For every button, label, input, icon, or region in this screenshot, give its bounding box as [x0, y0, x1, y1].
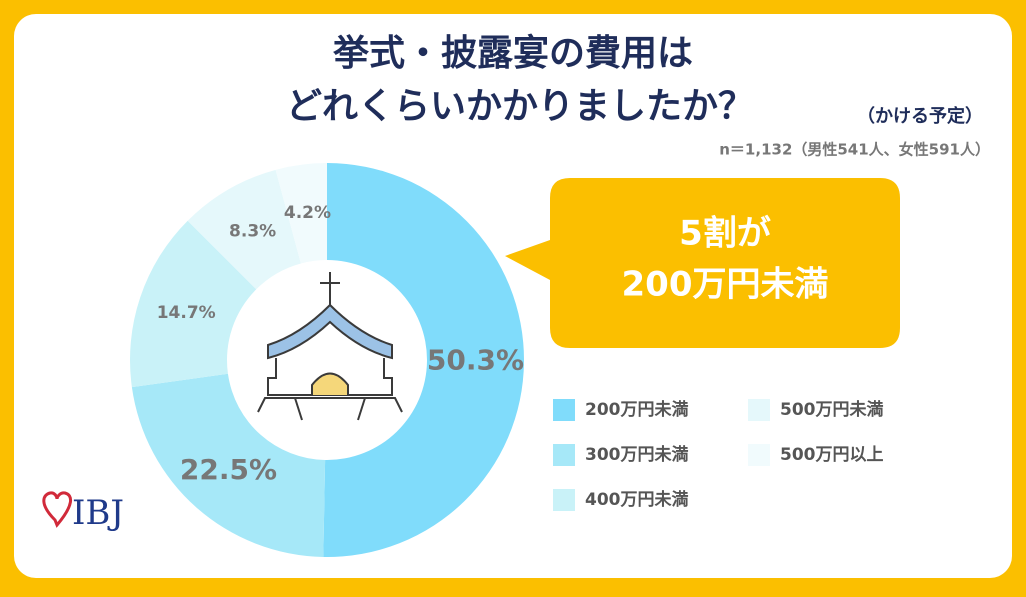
value-label: 50.3%: [427, 343, 524, 376]
title-line: 挙式・披露宴の費用は: [332, 32, 693, 74]
callout: 5割が 200万円未満: [505, 178, 900, 348]
legend-label: 300万円未満: [585, 444, 689, 465]
legend-label: 200万円未満: [585, 399, 689, 420]
title-line: どれくらいかかりましたか？: [286, 86, 754, 127]
value-label: 22.5%: [180, 453, 277, 486]
title-note: （かける予定）: [857, 105, 983, 127]
legend-label: 500万円以上: [780, 445, 884, 465]
value-label: 8.3%: [229, 221, 276, 241]
donut: 50.3% 22.5% 14.7% 8.3% 4.2%: [130, 163, 524, 557]
slice: [130, 220, 257, 388]
legend-swatch: [748, 399, 770, 421]
slice: [187, 169, 301, 290]
slice: [323, 163, 524, 557]
value-label: 14.7%: [157, 303, 216, 323]
annotation: 5割が: [679, 214, 771, 254]
legend-label: 500万円未満: [780, 399, 884, 420]
legend-swatch: [553, 444, 575, 466]
subtitle: n＝1,132（男性541人、女性591人）: [719, 141, 990, 159]
church-illustration: [257, 272, 403, 421]
legend-swatch: [553, 399, 575, 421]
legend-swatch: [748, 444, 770, 466]
legend-label: 400万円未満: [585, 489, 689, 510]
slice: [131, 373, 326, 557]
legend: 200万円未満 300万円未満 400万円未満 500万円未満 500万円以上: [553, 399, 884, 511]
slice: [275, 163, 327, 264]
value-label: 4.2%: [284, 203, 331, 223]
logo-text: IBJ: [72, 493, 124, 533]
annotation: 200万円未満: [622, 265, 829, 305]
logo: IBJ: [42, 491, 124, 533]
legend-swatch: [553, 489, 575, 511]
